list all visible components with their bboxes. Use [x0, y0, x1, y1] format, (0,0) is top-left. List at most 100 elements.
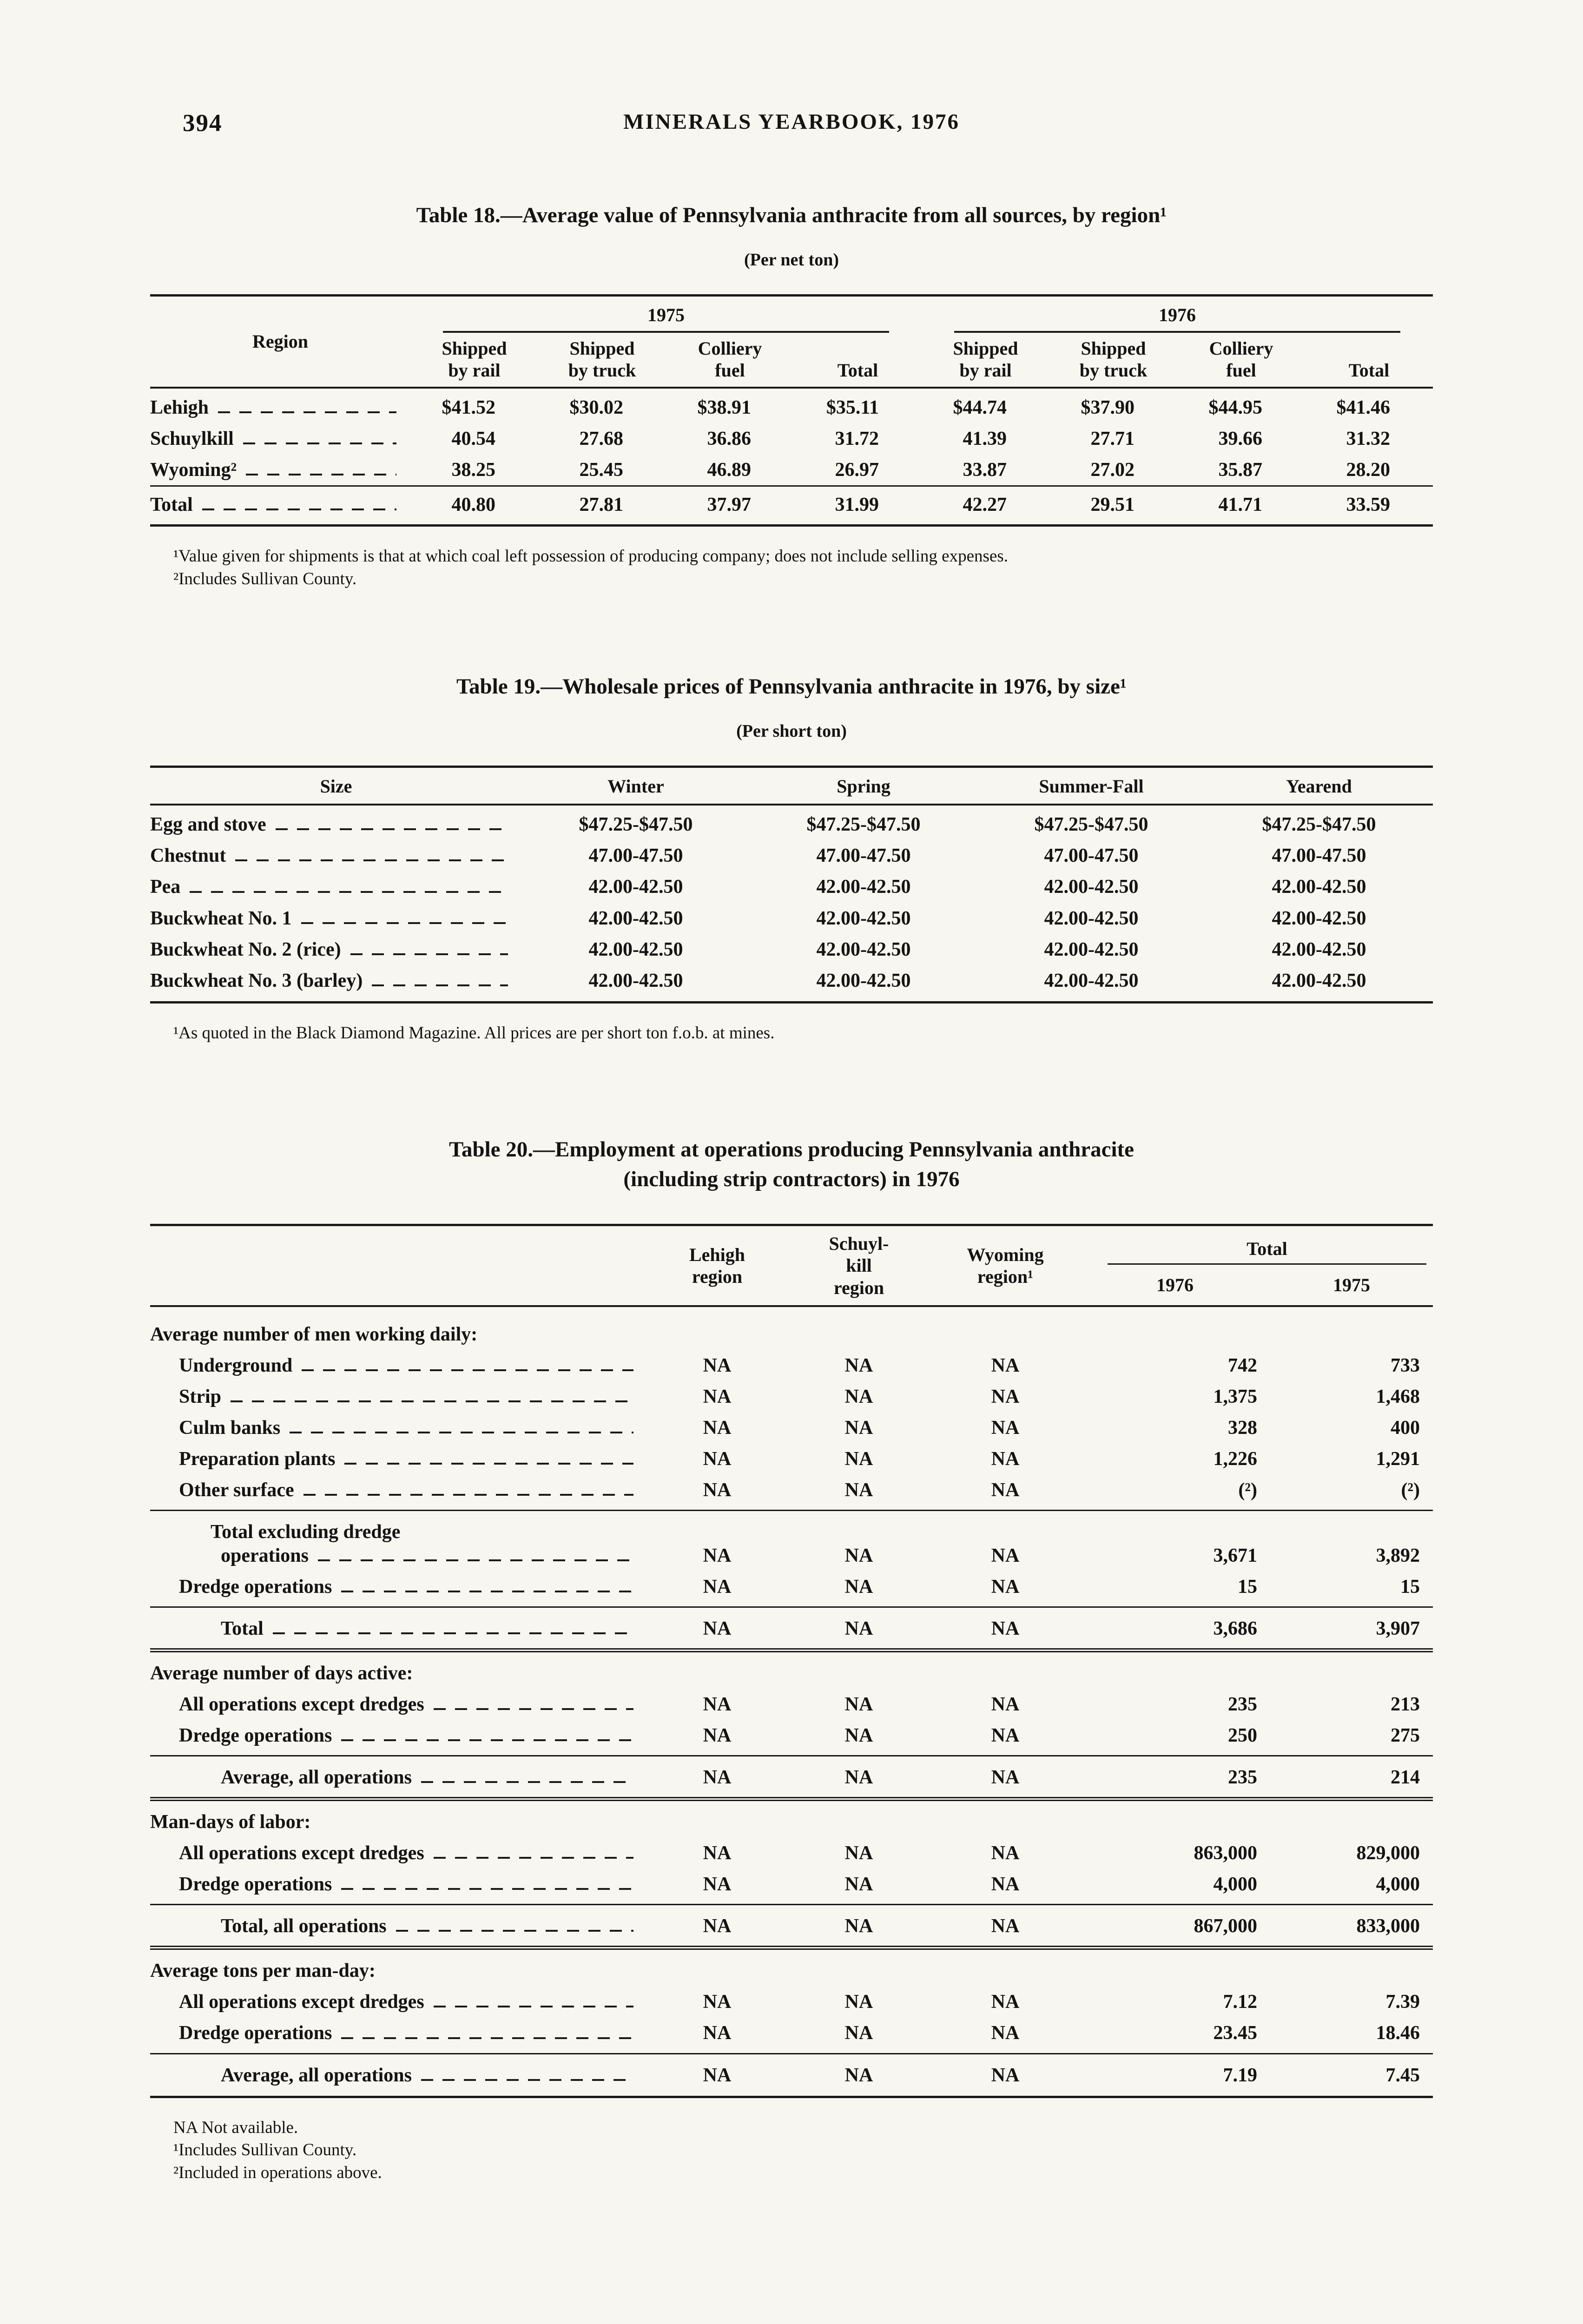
value-cell: 42.00-42.50: [816, 938, 911, 960]
value-cell: NA: [787, 1474, 931, 1512]
dash-leader: [275, 828, 508, 831]
row-label-cell: Dredge operations: [150, 1720, 647, 1757]
section-row: Average number of days active:: [150, 1651, 1433, 1689]
value-cell: 833,000: [1270, 1904, 1433, 1950]
value-cell: NA: [844, 1842, 873, 1864]
table-row: Total excluding dredge: [150, 1511, 1433, 1545]
row-label: Total: [150, 494, 193, 516]
value-cell: 40.54: [451, 428, 496, 450]
row-label: Chestnut: [150, 845, 226, 867]
value-cell: NA: [703, 1991, 732, 2013]
table19-section: Table 19.—Wholesale prices of Pennsylvan…: [150, 672, 1433, 1045]
value-cell: 28.20: [1346, 459, 1391, 481]
year-group-1975: 1975: [410, 296, 922, 333]
dash-leader: [433, 1857, 633, 1859]
value-cell: 27.68: [579, 428, 624, 450]
value-cell: NA: [787, 1607, 931, 1653]
section-row: Average number of men working daily:: [150, 1306, 1433, 1350]
table18-unit: (Per net ton): [744, 250, 839, 270]
value-cell: $47.25-$47.50: [579, 814, 693, 836]
column-header-total-group: Total: [1080, 1225, 1433, 1265]
value-cell: NA: [647, 1571, 787, 1608]
footnote: ²Included in operations above.: [173, 2163, 382, 2183]
value-cell: NA: [931, 1571, 1080, 1608]
table18-header: Region 1975 1976 Shipped by rail Shipped…: [150, 295, 1433, 389]
value-cell: 38.25: [451, 459, 496, 481]
year-group-label: 1976: [954, 304, 1400, 333]
column-header-region: Region: [150, 295, 410, 389]
table-row: Dredge operations NA NA NA 23.45 18.46: [150, 2017, 1433, 2054]
value-cell: 42.00-42.50: [588, 907, 683, 929]
row-label: All operations except dredges: [179, 1991, 424, 2013]
value-cell: (²): [1270, 1474, 1433, 1512]
section-label-cell: Average tons per man-day:: [150, 1948, 1433, 1987]
row-label-cell: Total excluding dredge: [150, 1511, 1433, 1545]
value-cell: NA: [787, 2017, 931, 2054]
row-label: Dredge operations: [179, 1874, 332, 1895]
value-cell: $35.11: [826, 397, 879, 418]
value-cell: NA: [647, 2053, 787, 2098]
value-cell: NA: [647, 1756, 787, 1802]
value-cell: NA: [647, 2017, 787, 2054]
column-header: Size: [150, 766, 522, 806]
value-cell: 31.99: [794, 485, 922, 527]
value-cell: NA: [703, 1694, 732, 1716]
row-label-cell: Buckwheat No. 1: [150, 903, 522, 934]
value-cell: NA: [844, 1417, 873, 1439]
value-cell: NA: [787, 1756, 931, 1802]
table-row: Wyoming² 38.25 25.45 46.89 26.97 33.87 2…: [150, 454, 1433, 486]
column-header-schuylkill: Schuyl- kill region: [787, 1225, 931, 1307]
value-cell: 46.89: [707, 459, 752, 481]
total-group-label: Total: [1108, 1238, 1427, 1265]
value-cell: 863,000: [1194, 1842, 1258, 1864]
value-cell: NA: [931, 1868, 1080, 1906]
value-cell: NA: [931, 2053, 1080, 2098]
row-label-cell: Total: [150, 1607, 647, 1653]
row-label-cell: Average, all operations: [150, 1756, 647, 1802]
dash-leader: [301, 922, 508, 924]
value-cell: $38.91: [697, 397, 752, 418]
value-cell: NA: [844, 1991, 873, 2013]
dash-leader: [433, 1708, 633, 1710]
dash-leader: [202, 508, 396, 511]
value-cell: 867,000: [1080, 1904, 1270, 1950]
value-cell: NA: [991, 1417, 1020, 1439]
value-cell: NA: [991, 1386, 1020, 1407]
footnote: ¹Value given for shipments is that at wh…: [173, 547, 1008, 566]
value-cell: 42.27: [922, 485, 1049, 527]
value-cell: 36.86: [707, 428, 752, 450]
value-cell: NA: [703, 1386, 732, 1407]
row-label: Pea: [150, 876, 181, 898]
row-label: Dredge operations: [179, 1576, 332, 1598]
dash-leader: [246, 474, 396, 476]
dash-leader: [341, 1591, 633, 1593]
value-cell: (²): [1080, 1474, 1270, 1512]
value-cell: NA: [787, 1571, 931, 1608]
value-cell: 47.00-47.50: [588, 845, 683, 867]
value-cell: 35.87: [1218, 459, 1263, 481]
value-cell: $47.25-$47.50: [1262, 814, 1376, 836]
column-header: Winter: [522, 766, 750, 806]
dash-leader: [235, 859, 508, 862]
value-cell: 4,000: [1080, 1868, 1270, 1906]
value-cell: 1,468: [1376, 1386, 1420, 1407]
year-group-label: 1975: [443, 304, 889, 333]
value-cell: NA: [991, 1448, 1020, 1470]
value-cell: 18.46: [1270, 2017, 1433, 2054]
dash-leader: [421, 1781, 633, 1783]
section-row: Average tons per man-day:: [150, 1948, 1433, 1987]
value-cell: 1,226: [1213, 1448, 1258, 1470]
value-cell: NA: [703, 1545, 732, 1567]
value-cell: NA: [991, 1991, 1020, 2013]
column-header: Shipped by truck: [1049, 332, 1177, 389]
value-cell: NA: [703, 1354, 732, 1376]
table-row: Culm banks NA NA NA 328 400: [150, 1412, 1433, 1443]
table-row: All operations except dredges NA NA NA 7…: [150, 1986, 1433, 2017]
column-header-lehigh: Lehigh region: [647, 1225, 787, 1307]
table-18: Region 1975 1976 Shipped by rail Shipped…: [150, 294, 1433, 527]
table-row: Pea 42.00-42.50 42.00-42.50 42.00-42.50 …: [150, 871, 1433, 902]
row-label-cell: Preparation plants: [150, 1443, 647, 1474]
dash-leader: [318, 1559, 633, 1562]
row-label-cell: Underground: [150, 1350, 647, 1381]
column-header: Summer-Fall: [977, 766, 1205, 806]
